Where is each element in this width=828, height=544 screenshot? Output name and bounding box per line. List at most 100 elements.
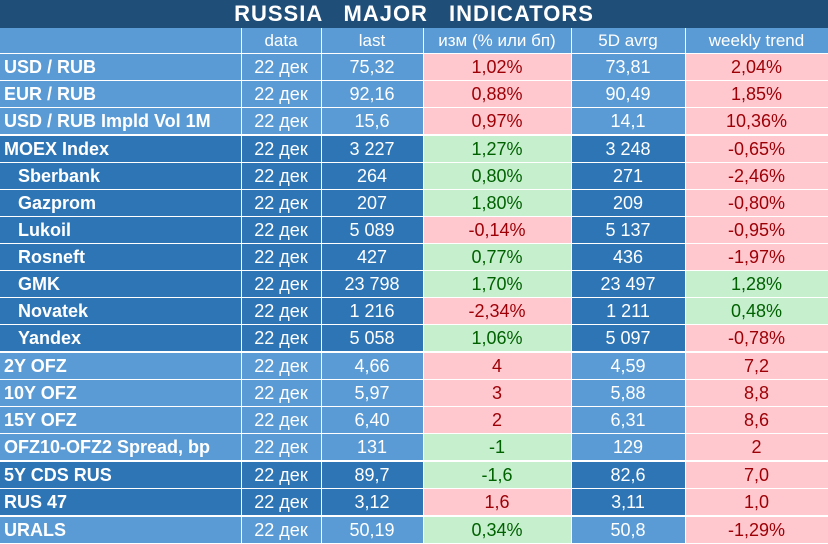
indicator-name-cell: Lukoil: [0, 216, 242, 244]
table-row: Sberbank 22 дек 264 0,80% 271 -2,46%: [0, 162, 828, 190]
last-value-cell: 4,66: [321, 351, 424, 380]
table-body: USD / RUB 22 дек 75,32 1,02% 73,81 2,04% EUR /…: [0, 53, 828, 544]
table-row: Gazprom 22 дек 207 1,80% 209 -0,80%: [0, 189, 828, 217]
weekly-trend-cell: 7,0: [685, 460, 828, 489]
five-day-average-cell: 436: [571, 243, 686, 271]
last-value-cell: 5 058: [321, 324, 424, 353]
date-cell: 22 дек: [241, 53, 322, 81]
weekly-trend-cell: -0,80%: [685, 189, 828, 217]
date-cell: 22 дек: [241, 379, 322, 407]
indicator-name-cell: OFZ10-OFZ2 Spread, bp: [0, 433, 242, 462]
table-row: URALS 22 дек 50,19 0,34% 50,8 -1,29%: [0, 515, 828, 544]
change-cell: 1,02%: [423, 53, 572, 81]
five-day-average-cell: 5 097: [571, 324, 686, 353]
date-cell: 22 дек: [241, 80, 322, 108]
five-day-average-cell: 14,1: [571, 107, 686, 136]
indicator-name-cell: USD / RUB: [0, 53, 242, 81]
weekly-trend-cell: 8,6: [685, 406, 828, 434]
date-cell: 22 дек: [241, 243, 322, 271]
last-value-cell: 131: [321, 433, 424, 462]
five-day-average-cell: 50,8: [571, 515, 686, 544]
change-cell: -1,6: [423, 460, 572, 489]
indicator-name-cell: URALS: [0, 515, 242, 544]
weekly-trend-cell: -0,65%: [685, 134, 828, 163]
change-cell: 4: [423, 351, 572, 380]
last-value-cell: 92,16: [321, 80, 424, 108]
table-row: RUS 47 22 дек 3,12 1,6 3,11 1,0: [0, 488, 828, 517]
weekly-trend-cell: 1,85%: [685, 80, 828, 108]
change-cell: -1: [423, 433, 572, 462]
change-cell: 1,27%: [423, 134, 572, 163]
five-day-average-cell: 82,6: [571, 460, 686, 489]
last-value-cell: 6,40: [321, 406, 424, 434]
column-header-5d-avg: 5D avrg: [571, 28, 686, 54]
last-value-cell: 89,7: [321, 460, 424, 489]
date-cell: 22 дек: [241, 107, 322, 136]
five-day-average-cell: 1 211: [571, 297, 686, 325]
indicator-name-cell: USD / RUB Impld Vol 1M: [0, 107, 242, 136]
column-header-weekly-trend: weekly trend: [685, 28, 828, 54]
indicator-name-cell: 15Y OFZ: [0, 406, 242, 434]
last-value-cell: 75,32: [321, 53, 424, 81]
table-row: OFZ10-OFZ2 Spread, bp 22 дек 131 -1 129 2: [0, 433, 828, 462]
table-row: 10Y OFZ 22 дек 5,97 3 5,88 8,8: [0, 379, 828, 407]
indicator-name-cell: Novatek: [0, 297, 242, 325]
change-cell: 0,80%: [423, 162, 572, 190]
change-cell: 0,97%: [423, 107, 572, 136]
five-day-average-cell: 23 497: [571, 270, 686, 298]
weekly-trend-cell: 2,04%: [685, 53, 828, 81]
change-cell: 1,70%: [423, 270, 572, 298]
change-cell: 1,06%: [423, 324, 572, 353]
weekly-trend-cell: 0,48%: [685, 297, 828, 325]
weekly-trend-cell: 1,0: [685, 488, 828, 517]
column-header-change: изм (% или бп): [423, 28, 572, 54]
last-value-cell: 264: [321, 162, 424, 190]
indicator-name-cell: 5Y CDS RUS: [0, 460, 242, 489]
five-day-average-cell: 6,31: [571, 406, 686, 434]
date-cell: 22 дек: [241, 134, 322, 163]
table-row: EUR / RUB 22 дек 92,16 0,88% 90,49 1,85%: [0, 80, 828, 108]
indicator-name-cell: 10Y OFZ: [0, 379, 242, 407]
date-cell: 22 дек: [241, 351, 322, 380]
date-cell: 22 дек: [241, 515, 322, 544]
table-row: GMK 22 дек 23 798 1,70% 23 497 1,28%: [0, 270, 828, 298]
date-cell: 22 дек: [241, 460, 322, 489]
five-day-average-cell: 129: [571, 433, 686, 462]
five-day-average-cell: 271: [571, 162, 686, 190]
weekly-trend-cell: 10,36%: [685, 107, 828, 136]
date-cell: 22 дек: [241, 324, 322, 353]
change-cell: -2,34%: [423, 297, 572, 325]
change-cell: 2: [423, 406, 572, 434]
table-row: 15Y OFZ 22 дек 6,40 2 6,31 8,6: [0, 406, 828, 434]
indicator-name-cell: MOEX Index: [0, 134, 242, 163]
table-row: Novatek 22 дек 1 216 -2,34% 1 211 0,48%: [0, 297, 828, 325]
change-cell: 0,88%: [423, 80, 572, 108]
table-row: USD / RUB Impld Vol 1M 22 дек 15,6 0,97% 14,…: [0, 107, 828, 136]
date-cell: 22 дек: [241, 433, 322, 462]
weekly-trend-cell: -0,78%: [685, 324, 828, 353]
weekly-trend-cell: -2,46%: [685, 162, 828, 190]
indicator-name-cell: 2Y OFZ: [0, 351, 242, 380]
weekly-trend-cell: -1,97%: [685, 243, 828, 271]
change-cell: 0,77%: [423, 243, 572, 271]
column-header-name: [0, 28, 242, 54]
date-cell: 22 дек: [241, 406, 322, 434]
change-cell: 3: [423, 379, 572, 407]
indicators-table: data last изм (% или бп) 5D avrg weekly …: [0, 28, 828, 544]
table-row: 5Y CDS RUS 22 дек 89,7 -1,6 82,6 7,0: [0, 460, 828, 489]
table-row: Yandex 22 дек 5 058 1,06% 5 097 -0,78%: [0, 324, 828, 353]
change-cell: 1,6: [423, 488, 572, 517]
indicator-name-cell: GMK: [0, 270, 242, 298]
table-row: MOEX Index 22 дек 3 227 1,27% 3 248 -0,65%: [0, 134, 828, 163]
table-row: USD / RUB 22 дек 75,32 1,02% 73,81 2,04%: [0, 53, 828, 81]
last-value-cell: 5 089: [321, 216, 424, 244]
last-value-cell: 5,97: [321, 379, 424, 407]
five-day-average-cell: 209: [571, 189, 686, 217]
date-cell: 22 дек: [241, 488, 322, 517]
last-value-cell: 23 798: [321, 270, 424, 298]
table-row: 2Y OFZ 22 дек 4,66 4 4,59 7,2: [0, 351, 828, 380]
five-day-average-cell: 5,88: [571, 379, 686, 407]
last-value-cell: 427: [321, 243, 424, 271]
date-cell: 22 дек: [241, 270, 322, 298]
last-value-cell: 15,6: [321, 107, 424, 136]
